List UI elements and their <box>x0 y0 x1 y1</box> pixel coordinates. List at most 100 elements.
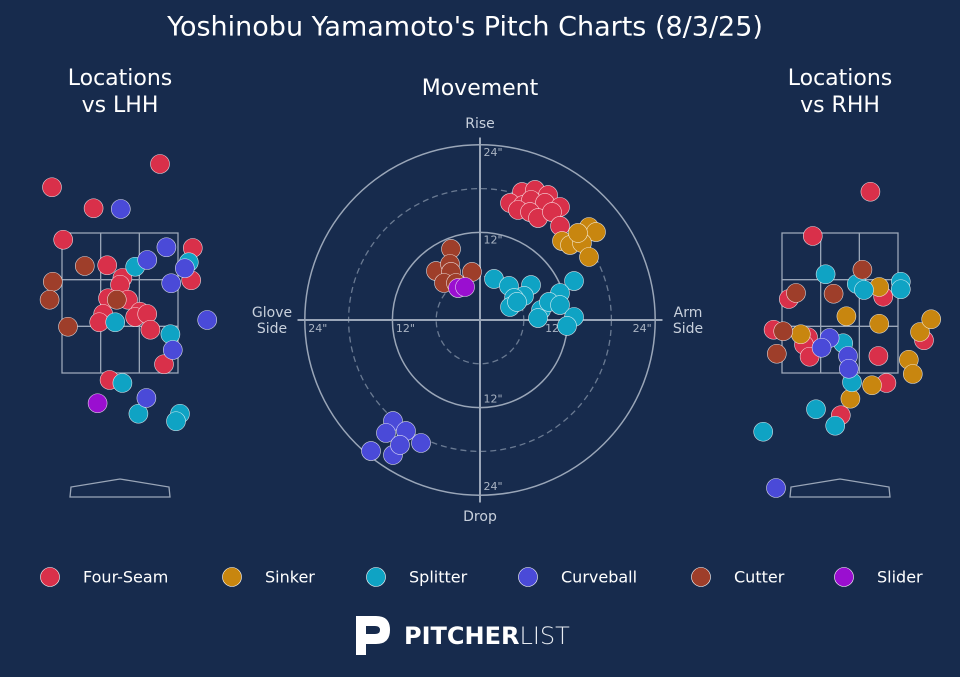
legend-swatch <box>40 567 60 587</box>
home-plate <box>69 478 171 498</box>
legend-swatch <box>366 567 386 587</box>
logo-mark <box>356 616 390 655</box>
pitch-point <box>42 271 63 292</box>
r-tick-label: 24" <box>633 322 652 335</box>
r-tick-label: 24" <box>483 146 502 159</box>
pitch-point <box>557 316 577 336</box>
strike-zone <box>61 232 179 374</box>
pitch-point <box>910 322 930 342</box>
legend-swatch <box>691 567 711 587</box>
legend-item: Cutter <box>691 567 785 587</box>
pitch-point <box>97 255 117 276</box>
home-plate <box>789 478 891 498</box>
pitch-point <box>802 226 823 246</box>
pitch-point <box>528 308 548 328</box>
panel-title: vs LHH <box>82 93 159 118</box>
legend-label: Splitter <box>409 568 468 587</box>
r-tick-label: 24" <box>483 480 502 493</box>
legend-label: Slider <box>877 568 923 587</box>
legend-item: Splitter <box>366 567 468 587</box>
pitch-point <box>75 256 95 276</box>
pitch-point <box>376 423 396 443</box>
pitch-point <box>811 337 832 358</box>
panel-title: Movement <box>422 76 539 101</box>
pitch-point <box>568 223 588 243</box>
pitch-point <box>161 273 181 294</box>
pitch-point <box>890 279 911 300</box>
brand-bold: PITCHER <box>404 622 519 650</box>
pitch-point <box>154 354 174 375</box>
legend-item: Slider <box>834 567 923 587</box>
pitch-point <box>166 411 186 432</box>
pitch-point <box>411 433 431 453</box>
legend-item: Four-Seam <box>40 567 168 587</box>
pitch-point <box>815 264 836 285</box>
pitch-point <box>111 199 131 219</box>
pitch-point <box>860 181 881 202</box>
pitch-point <box>564 271 584 291</box>
pitch-point <box>869 313 890 334</box>
pitch-point <box>455 277 475 297</box>
chart-title: Yoshinobu Yamamoto's Pitch Charts (8/3/2… <box>166 12 763 43</box>
pitch-point <box>361 441 381 461</box>
r-tick-label: 12" <box>396 322 415 335</box>
pitch-point <box>140 319 161 340</box>
pitch-point <box>197 310 217 330</box>
pitch-point <box>902 364 923 384</box>
axis-label: Side <box>673 321 703 337</box>
pitch-point <box>836 306 857 327</box>
svg-text:PITCHERLIST: PITCHERLIST <box>404 622 570 650</box>
pitch-point <box>753 421 774 442</box>
pitch-point <box>852 259 873 280</box>
pitch-point <box>137 250 157 270</box>
pitch-point <box>390 435 410 455</box>
pitch-point <box>105 312 125 333</box>
legend-swatch <box>518 567 538 587</box>
pitch-point <box>58 316 78 337</box>
legend-item: Sinker <box>222 567 315 587</box>
pitch-point <box>868 346 889 366</box>
legend-swatch <box>222 567 242 587</box>
pitch-point <box>175 258 195 279</box>
pitch-point <box>854 280 874 300</box>
pitch-point <box>579 247 599 267</box>
pitch-point <box>39 289 60 310</box>
pitch-point <box>112 373 133 393</box>
pitch-point <box>921 309 942 330</box>
axis-label: Rise <box>465 116 495 132</box>
logo: PITCHERLIST <box>356 616 570 655</box>
axis-label: Glove <box>252 305 292 321</box>
pitch-point <box>550 295 570 315</box>
axis-label: Arm <box>674 305 703 321</box>
legend-label: Cutter <box>734 568 785 587</box>
pitch-point <box>42 177 62 198</box>
panel-title: vs RHH <box>800 93 880 118</box>
pitch-point <box>107 289 127 310</box>
pitch-point <box>786 283 806 303</box>
pitch-point <box>773 321 794 342</box>
pitch-point <box>87 393 108 414</box>
panel-title: Locations <box>788 66 893 91</box>
pitch-point <box>136 388 157 408</box>
legend-swatch <box>834 567 854 587</box>
axis-label: Drop <box>463 509 497 525</box>
axis-label: Side <box>257 321 287 337</box>
pitch-point <box>840 388 861 409</box>
legend-item: Curveball <box>518 567 637 587</box>
panel-title: Locations <box>68 66 173 91</box>
pitch-point <box>150 154 170 174</box>
legend-label: Four-Seam <box>83 568 168 587</box>
pitch-point <box>790 324 811 345</box>
pitch-point <box>825 415 846 436</box>
pitch-point <box>128 403 149 424</box>
brand-light: LIST <box>519 622 570 650</box>
pitch-point <box>53 229 74 250</box>
legend-label: Sinker <box>265 568 315 587</box>
pitch-point <box>823 283 844 304</box>
r-tick-label: 12" <box>483 393 502 406</box>
pitch-point <box>806 399 826 420</box>
r-tick-label: 24" <box>308 322 327 335</box>
pitch-point <box>862 375 882 396</box>
